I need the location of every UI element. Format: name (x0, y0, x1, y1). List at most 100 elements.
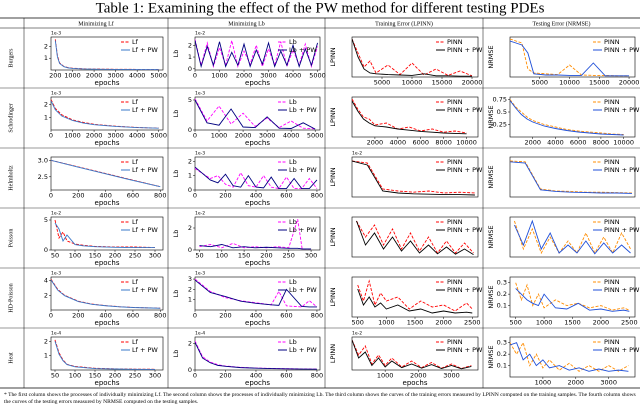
legend-label: PINN (447, 158, 463, 166)
y-tick-label: 0 (44, 246, 48, 254)
series-line (510, 100, 624, 136)
x-tick-label: 500 (509, 319, 521, 327)
y-tick-label: 1 (188, 172, 192, 180)
series-line (514, 219, 631, 255)
series-line (195, 168, 318, 190)
y-tick-label: 1 (188, 53, 192, 61)
y-axis-label: LPINN (329, 47, 337, 66)
plot-frame (50, 96, 164, 131)
series-line (195, 98, 316, 130)
y-tick-label: 5 (44, 216, 48, 224)
x-tick-label: 250 (129, 372, 141, 380)
legend-label: Lb + PW (289, 346, 317, 354)
x-axis-label: epochs (403, 379, 428, 387)
y-axis-label: NRMSE (487, 345, 495, 368)
x-axis-label: epochs (245, 79, 270, 87)
x-tick-label: 2000 (86, 132, 103, 140)
x-tick-label: 200 (260, 252, 272, 260)
x-tick-label: 400 (250, 192, 262, 200)
x-tick-label: 300 (305, 252, 317, 260)
plot-frame (50, 336, 164, 371)
row-label: Burgers (8, 48, 14, 68)
legend-label: Lb (289, 218, 297, 226)
x-tick-label: 1000 (64, 72, 81, 80)
x-axis-label: epochs (245, 139, 270, 147)
axis-exponent: 1e-2 (352, 331, 362, 337)
legend-label: PINN (447, 98, 463, 106)
x-tick-label: 15000 (589, 79, 610, 87)
legend-label: PINN (604, 278, 620, 286)
row-label: Helmholtz (8, 165, 14, 191)
y-tick-label: 0.3 (497, 339, 507, 347)
x-tick-label: 800 (311, 312, 323, 320)
plot-frame (351, 216, 479, 258)
y-tick-label: 0.5 (497, 108, 507, 116)
axis-exponent: 1e-3 (195, 151, 205, 157)
y-tick-label: 0.3 (497, 279, 507, 287)
legend-label: Lb (289, 278, 297, 286)
x-tick-label: 3000 (260, 72, 277, 80)
series-line (352, 160, 475, 196)
series-line (54, 40, 159, 70)
y-tick-label: 0.25 (493, 121, 507, 129)
series-line (510, 341, 629, 372)
x-tick-label: 0 (193, 72, 197, 80)
y-tick-label: 0.1 (497, 302, 507, 310)
series-line (54, 341, 156, 370)
x-axis-label: epochs (245, 259, 270, 267)
series-line (54, 339, 156, 370)
subplot: 200 1000 2000 3000 4000 5000 1 2 epochs 1e-3 LfLf … (44, 31, 167, 88)
legend-label: PINN (604, 218, 620, 226)
y-axis-label: Lb (172, 50, 180, 58)
x-tick-label: 200 (109, 372, 121, 380)
legend-label: PINN + PW (447, 106, 483, 114)
plot-frame (50, 216, 164, 251)
series-line (510, 160, 632, 194)
series-line (51, 159, 161, 188)
plot-frame (194, 156, 321, 191)
x-axis-label: epochs (245, 319, 270, 327)
x-tick-label: 200 (72, 192, 84, 200)
x-tick-label: 2000 (236, 72, 253, 80)
y-tick-label: 2 (44, 101, 48, 109)
y-tick-label: 0.2 (497, 290, 507, 298)
legend-label: Lf + PW (132, 346, 158, 354)
x-tick-label: 200 (49, 72, 61, 80)
x-axis-label: epochs (95, 79, 120, 87)
y-tick-label: 2.5 (38, 173, 48, 181)
plot-frame (351, 156, 479, 198)
legend-label: Lb + PW (289, 106, 317, 114)
plot-frame (509, 216, 636, 258)
x-tick-label: 8000 (593, 139, 610, 147)
x-tick-label: 150 (89, 372, 101, 380)
legend-label: Lf (132, 218, 139, 226)
y-tick-label: 2 (44, 42, 48, 50)
y-tick-label: 4 (44, 277, 48, 285)
y-axis-label: LPINN (329, 167, 337, 186)
x-tick-label: 100 (216, 252, 228, 260)
column-header: Minimizing Lb (228, 21, 265, 27)
plot-frame (509, 156, 636, 198)
series-line (357, 279, 473, 312)
x-tick-label: 3000 (259, 132, 276, 140)
y-axis-label: NRMSE (487, 225, 495, 248)
legend-label: Lb (289, 98, 297, 106)
series-line (195, 99, 316, 130)
x-tick-label: 2500 (621, 319, 638, 327)
series-line (510, 342, 629, 372)
y-tick-label: 0.1 (497, 362, 507, 370)
y-tick-label: 0 (188, 186, 192, 194)
axis-exponent: 1e-2 (195, 211, 205, 217)
x-tick-label: 2000 (593, 319, 610, 327)
y-axis-label: Lb (172, 350, 180, 358)
x-tick-label: 6000 (412, 139, 429, 147)
axis-exponent: 1e-2 (352, 151, 362, 157)
y-axis-label: NRMSE (487, 105, 495, 128)
